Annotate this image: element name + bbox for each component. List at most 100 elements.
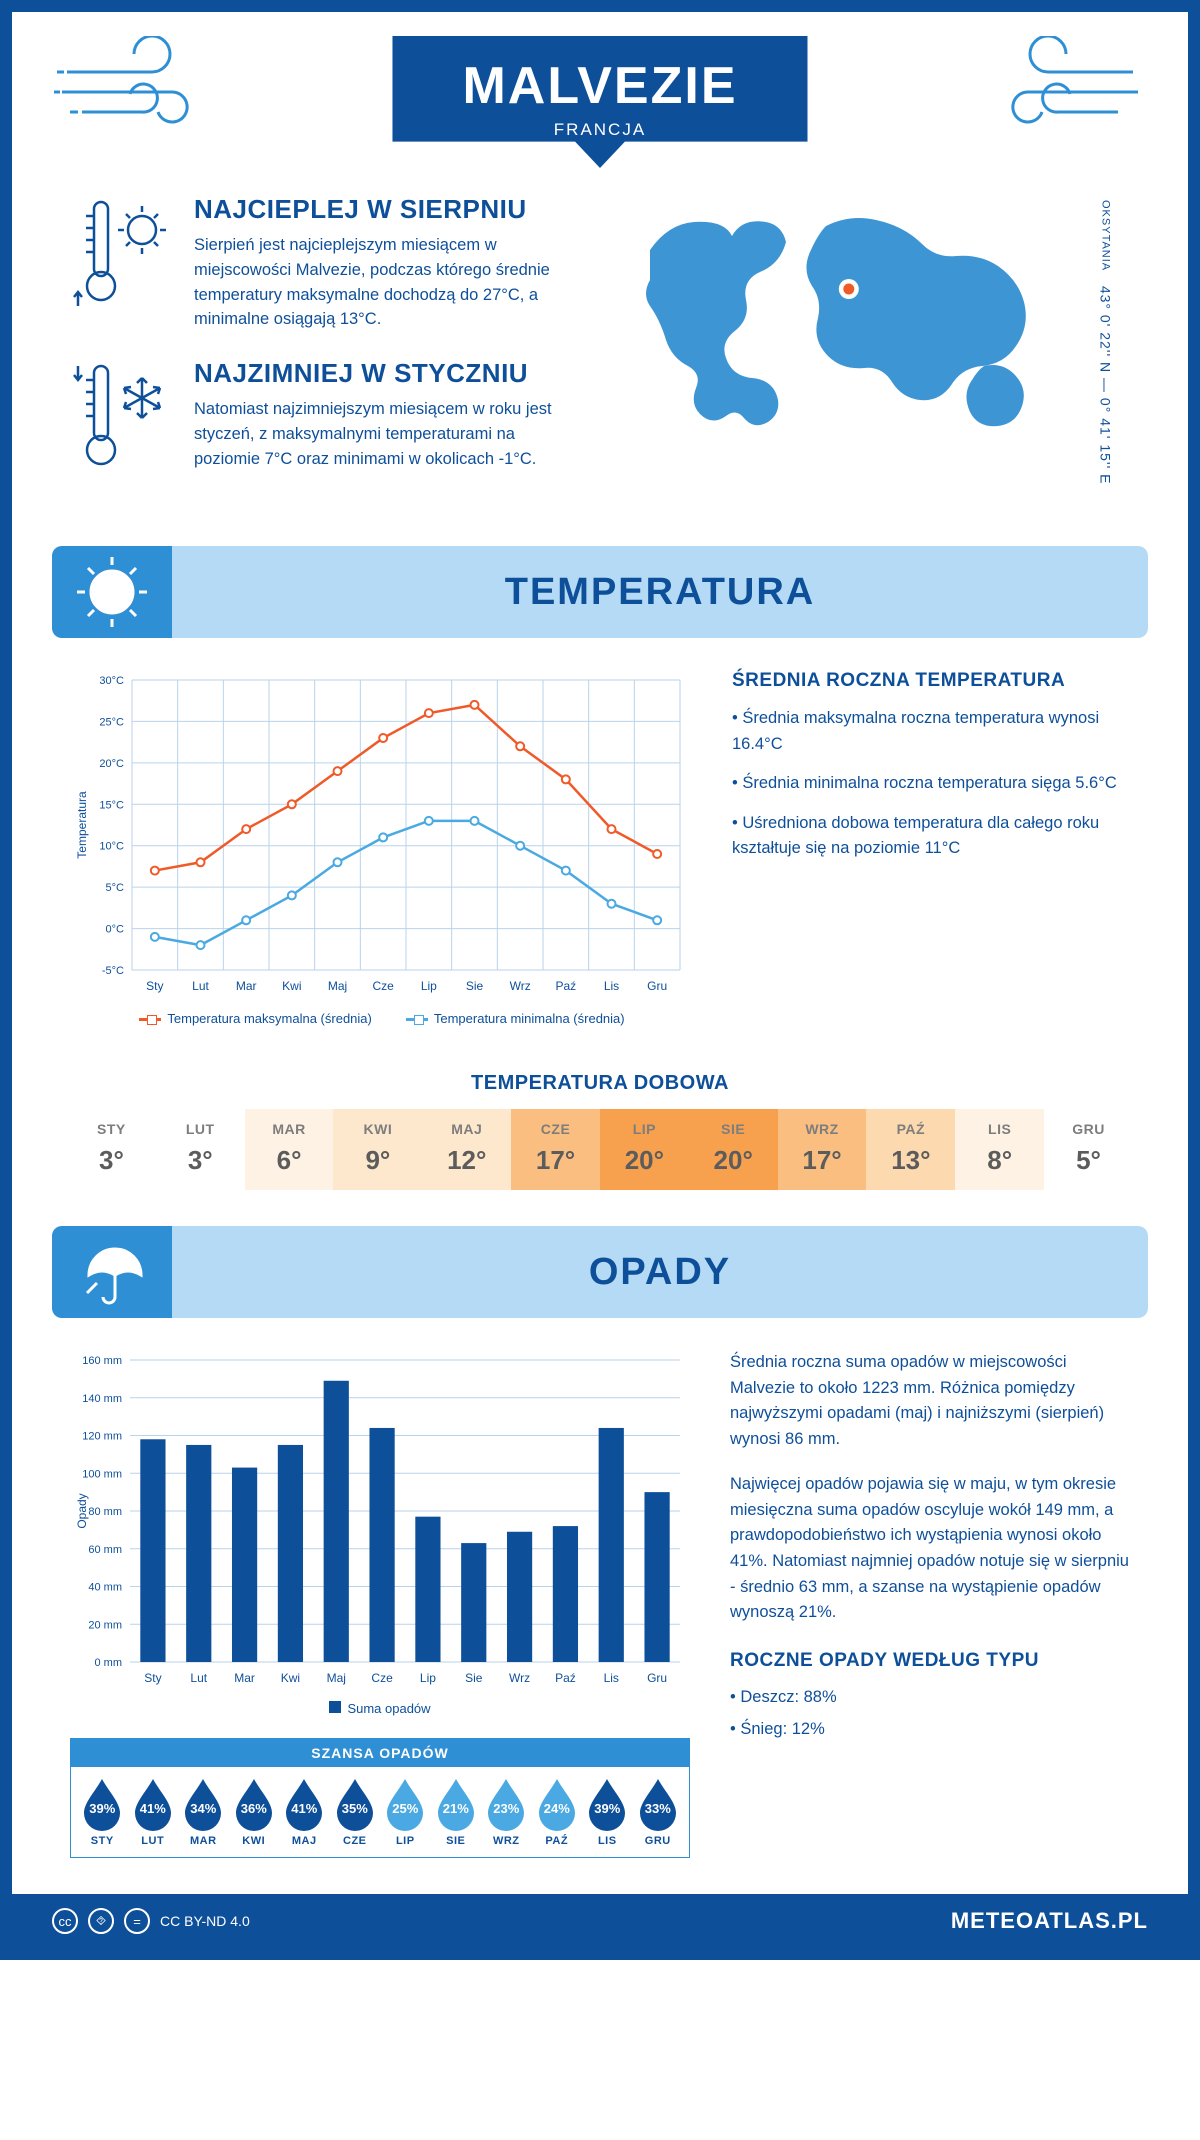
thermometer-sun-icon [72,194,172,314]
temperature-legend: Temperatura maksymalna (średnia) Tempera… [72,1011,692,1026]
svg-text:Sie: Sie [465,1671,483,1685]
section-temperature-title: TEMPERATURA [172,571,1148,614]
sun-icon [75,555,149,629]
heat-cell: SIE 20° [689,1109,778,1190]
title-badge: MALVEZIE FRANCJA [392,36,807,168]
heat-cell: STY 3° [67,1109,156,1190]
svg-text:Lis: Lis [604,979,619,993]
svg-text:100 mm: 100 mm [82,1468,122,1480]
fact-hot: NAJCIEPLEJ W SIERPNIU Sierpień jest najc… [72,194,598,332]
svg-text:Kwi: Kwi [282,979,301,993]
svg-text:25°C: 25°C [99,716,124,728]
nd-icon: = [124,1908,150,1934]
chance-drop: 39% LIS [582,1777,633,1847]
wind-right-icon [978,36,1148,146]
chance-drop: 41% LUT [128,1777,179,1847]
top-info: NAJCIEPLEJ W SIERPNIU Sierpień jest najc… [12,186,1188,534]
svg-text:Sie: Sie [466,979,484,993]
daily-temp-title: TEMPERATURA DOBOWA [12,1072,1188,1095]
heat-cell: WRZ 17° [778,1109,867,1190]
section-precip-banner: OPADY [52,1226,1148,1318]
heat-cell: LUT 3° [156,1109,245,1190]
svg-text:Gru: Gru [647,979,667,993]
heat-cell: PAŹ 13° [866,1109,955,1190]
temp-bullet: Średnia maksymalna roczna temperatura wy… [732,706,1128,757]
svg-text:Wrz: Wrz [509,1671,530,1685]
svg-text:Cze: Cze [371,1671,393,1685]
svg-text:Sty: Sty [144,1671,161,1685]
section-temperature-banner: TEMPERATURA [52,546,1148,638]
svg-text:30°C: 30°C [99,675,124,687]
heat-cell: MAR 6° [245,1109,334,1190]
svg-text:Gru: Gru [647,1671,667,1685]
fact-hot-title: NAJCIEPLEJ W SIERPNIU [194,194,574,225]
svg-text:Kwi: Kwi [281,1671,300,1685]
svg-text:20 mm: 20 mm [88,1619,122,1631]
coords: OKSYTANIA 43° 0' 22'' N — 0° 41' 15'' E [1098,194,1114,485]
svg-text:80 mm: 80 mm [88,1506,122,1518]
type-item: Deszcz: 88% [730,1685,1130,1711]
temperature-line-chart: -5°C0°C5°C10°C15°C20°C25°C30°CStyLutMarK… [72,670,692,1026]
location-title: MALVEZIE [462,56,737,116]
heat-cell: CZE 17° [511,1109,600,1190]
svg-text:Wrz: Wrz [510,979,531,993]
svg-text:0 mm: 0 mm [95,1657,123,1669]
svg-text:120 mm: 120 mm [82,1431,122,1443]
svg-text:-5°C: -5°C [102,965,124,977]
svg-text:5°C: 5°C [106,882,125,894]
heat-cell: GRU 5° [1044,1109,1133,1190]
svg-text:Maj: Maj [327,1671,346,1685]
svg-text:140 mm: 140 mm [82,1393,122,1405]
chance-drop: 33% GRU [633,1777,684,1847]
svg-text:Lut: Lut [192,979,209,993]
svg-text:Lis: Lis [604,1671,619,1685]
precip-bar-chart: 0 mm 20 mm 40 mm 60 mm 80 mm 100 mm 120 mm 140 … [70,1350,690,1716]
chance-drop: 21% SIE [431,1777,482,1847]
world-map: OKSYTANIA 43° 0' 22'' N — 0° 41' 15'' E [628,194,1128,504]
svg-text:Cze: Cze [372,979,394,993]
temperature-summary: ŚREDNIA ROCZNA TEMPERATURA Średnia maksy… [732,670,1128,1026]
type-item: Śnieg: 12% [730,1717,1130,1743]
chance-drop: 35% CZE [330,1777,381,1847]
svg-text:Opady: Opady [75,1493,89,1528]
cc-icon: cc [52,1908,78,1934]
precip-chance-box: SZANSA OPADÓW 39% STY 41% LUT 34% MAR 36… [70,1738,690,1858]
svg-text:15°C: 15°C [99,799,124,811]
svg-text:Mar: Mar [234,1671,255,1685]
fact-cold-title: NAJZIMNIEJ W STYCZNIU [194,358,574,389]
svg-text:40 mm: 40 mm [88,1582,122,1594]
svg-text:Paź: Paź [555,1671,576,1685]
by-icon: ⯑ [88,1908,114,1934]
chance-drop: 41% MAJ [279,1777,330,1847]
svg-text:Paź: Paź [555,979,576,993]
umbrella-icon [77,1237,147,1307]
heat-cell: MAJ 12° [422,1109,511,1190]
chance-drop: 23% WRZ [481,1777,532,1847]
section-precip-title: OPADY [172,1251,1148,1294]
svg-text:Lip: Lip [421,979,437,993]
svg-text:Lut: Lut [190,1671,207,1685]
heat-cell: KWI 9° [333,1109,422,1190]
svg-text:Mar: Mar [236,979,257,993]
chance-drop: 36% KWI [229,1777,280,1847]
location-subtitle: FRANCJA [462,120,737,140]
temp-bullet: Uśredniona dobowa temperatura dla całego… [732,811,1128,862]
svg-text:Maj: Maj [328,979,347,993]
chance-drop: 24% PAŹ [532,1777,583,1847]
svg-text:Lip: Lip [420,1671,436,1685]
heat-cell: LIS 8° [955,1109,1044,1190]
fact-cold-text: Natomiast najzimniejszym miesiącem w rok… [194,397,574,471]
header: MALVEZIE FRANCJA [12,12,1188,186]
footer: cc ⯑ = CC BY-ND 4.0 METEOATLAS.PL [12,1894,1188,1948]
thermometer-snow-icon [72,358,172,478]
site-name: METEOATLAS.PL [951,1908,1148,1934]
chance-drop: 25% LIP [380,1777,431,1847]
wind-left-icon [52,36,222,146]
license: cc ⯑ = CC BY-ND 4.0 [52,1908,250,1934]
svg-text:20°C: 20°C [99,758,124,770]
chance-drop: 34% MAR [178,1777,229,1847]
chance-drop: 39% STY [77,1777,128,1847]
svg-text:0°C: 0°C [106,924,125,936]
heat-cell: LIP 20° [600,1109,689,1190]
svg-text:60 mm: 60 mm [88,1544,122,1556]
